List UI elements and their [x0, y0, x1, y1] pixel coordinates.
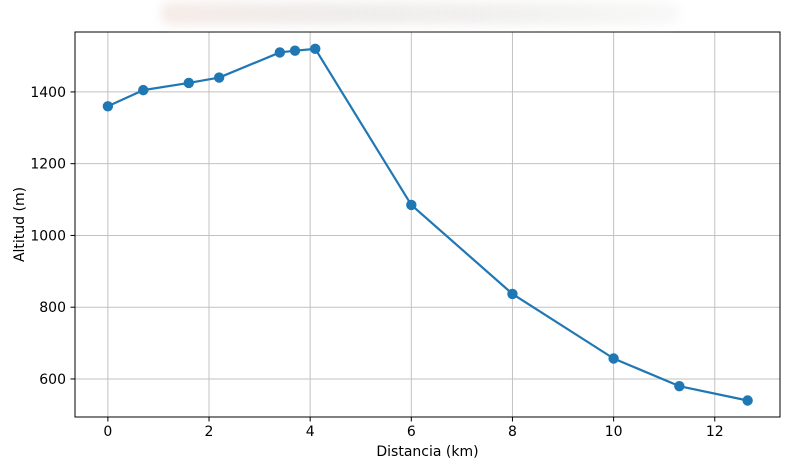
data-point-marker	[674, 380, 685, 392]
data-point-marker	[742, 395, 753, 406]
x-tick-label: 12	[706, 424, 724, 440]
y-tick-label: 800	[39, 300, 66, 316]
tick-layer: 0 2 4 6 8 10 12 600 800 1000 1200 1400	[30, 85, 723, 440]
y-tick-label: 1400	[30, 85, 66, 101]
y-tick-label: 600	[39, 372, 66, 388]
y-tick-label: 1200	[30, 157, 66, 173]
y-tick-label: 1000	[30, 228, 66, 244]
x-tick-label: 2	[205, 424, 214, 440]
data-point-marker	[507, 288, 518, 300]
x-tick-label: 10	[605, 424, 623, 440]
x-tick-label: 8	[508, 424, 517, 440]
data-point-marker	[289, 45, 301, 56]
data-point-marker	[310, 43, 321, 55]
x-tick-label: 0	[103, 424, 112, 440]
grid-layer	[75, 32, 780, 417]
data-point-marker	[608, 353, 619, 364]
x-axis-label: Distancia (km)	[376, 444, 478, 460]
data-point-marker	[213, 72, 225, 83]
x-tick-label: 4	[306, 424, 315, 440]
data-point-marker	[274, 47, 286, 58]
data-point-marker	[138, 84, 149, 96]
elevation-line	[106, 47, 749, 402]
data-point-marker	[102, 101, 114, 112]
series-layer	[102, 43, 753, 406]
plot-frame	[74, 31, 781, 418]
x-tick-label: 6	[407, 424, 416, 440]
data-point-marker	[183, 77, 194, 89]
y-axis-label: Altitud (m)	[12, 187, 28, 262]
data-point-marker	[406, 199, 417, 211]
